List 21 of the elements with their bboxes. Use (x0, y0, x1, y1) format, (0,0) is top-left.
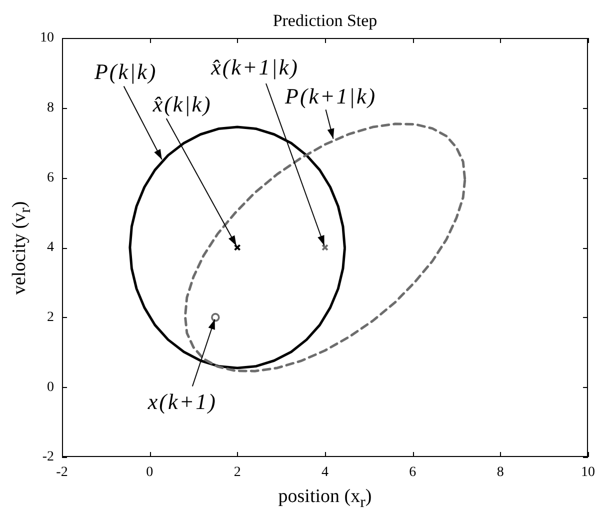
y-tick-label: 0 (47, 380, 54, 395)
annotation: x̂(k|k) (152, 91, 212, 116)
x-tick-label: 2 (234, 465, 241, 480)
y-tick-label: 10 (40, 30, 54, 46)
annotation: P(k+1|k) (284, 83, 377, 108)
x-tick-label: 0 (146, 465, 154, 480)
annotation: x(k+1) (146, 389, 217, 414)
x-tick-label: 8 (496, 465, 504, 480)
annotation: x̂(k+1|k) (210, 54, 299, 80)
y-tick-label: 8 (47, 100, 54, 116)
x-tick-label: 10 (581, 465, 595, 480)
y-tick-label: 4 (47, 240, 54, 256)
y-tick-label: -2 (42, 450, 54, 465)
chart-title: Prediction Step (272, 11, 378, 30)
x-tick-label: 6 (409, 465, 416, 480)
line-series (184, 122, 466, 372)
y-tick-label: 2 (47, 310, 54, 326)
x-axis-title: position (x$_{r}$) (278, 486, 372, 511)
annotation: P(k|k) (93, 59, 158, 84)
x-tick-label: 4 (322, 465, 328, 480)
y-tick-label: 6 (47, 170, 54, 186)
